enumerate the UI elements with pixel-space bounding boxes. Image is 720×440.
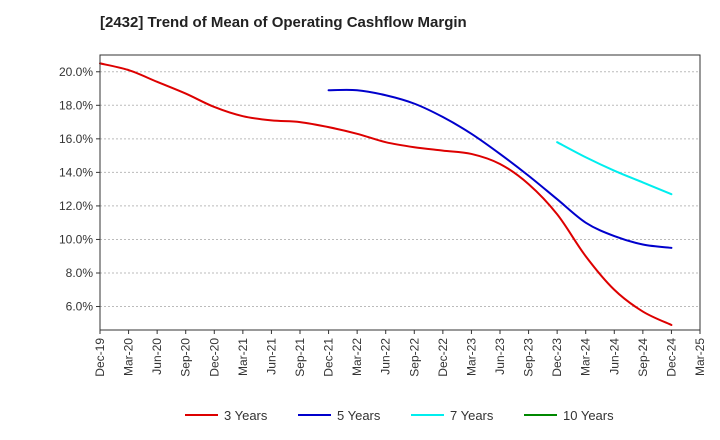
x-tick-label: Sep-23 [522, 338, 536, 377]
x-tick-label: Mar-24 [579, 338, 593, 376]
legend-label: 3 Years [224, 408, 268, 423]
y-tick-label: 12.0% [59, 199, 93, 213]
x-tick-label: Dec-20 [207, 338, 221, 377]
x-tick-label: Jun-24 [607, 338, 621, 375]
legend-label: 10 Years [563, 408, 614, 423]
series-layer [99, 62, 673, 326]
x-tick-label: Dec-24 [664, 338, 678, 377]
chart-title: [2432] Trend of Mean of Operating Cashfl… [100, 14, 467, 31]
x-tick-label: Dec-19 [93, 338, 107, 377]
x-axis: Dec-19 Mar-20 Jun-20 Sep-20 Dec-20 Mar-21 Jun-… [93, 330, 707, 377]
x-tick-label: Mar-21 [236, 338, 250, 376]
plot-frame [99, 54, 701, 331]
series-line-7-years [556, 141, 673, 196]
y-tick-label: 10.0% [59, 232, 93, 246]
x-tick-label: Mar-22 [350, 338, 364, 376]
x-tick-label: Sep-20 [179, 338, 193, 377]
x-tick-label: Sep-22 [407, 338, 421, 377]
y-tick-label: 20.0% [59, 65, 93, 79]
y-tick-label: 14.0% [59, 165, 93, 179]
legend: 3 Years 5 Years 7 Years 10 Years [185, 408, 614, 423]
x-tick-label: Jun-23 [493, 338, 507, 375]
x-tick-label: Dec-23 [550, 338, 564, 377]
x-tick-label: Mar-23 [464, 338, 478, 376]
series-line-5-years [327, 88, 673, 249]
series-line-3-years [99, 62, 673, 326]
legend-label: 5 Years [337, 408, 381, 423]
x-tick-label: Dec-22 [436, 338, 450, 377]
legend-label: 7 Years [450, 408, 494, 423]
x-tick-label: Jun-20 [150, 338, 164, 375]
x-tick-label: Dec-21 [322, 338, 336, 377]
x-tick-label: Jun-21 [264, 338, 278, 375]
x-tick-label: Sep-24 [636, 338, 650, 377]
x-tick-label: Sep-21 [293, 338, 307, 377]
y-tick-label: 18.0% [59, 98, 93, 112]
y-tick-label: 6.0% [66, 300, 94, 314]
x-tick-label: Jun-22 [379, 338, 393, 375]
y-tick-label: 8.0% [66, 266, 94, 280]
y-tick-label: 16.0% [59, 132, 93, 146]
x-tick-label: Mar-20 [122, 338, 136, 376]
y-axis: 6.0% 8.0% 10.0% 12.0% 14.0% 16.0% 18.0% 20.0% [59, 65, 100, 314]
x-tick-label: Mar-25 [693, 338, 707, 376]
grid-layer [100, 71, 700, 308]
